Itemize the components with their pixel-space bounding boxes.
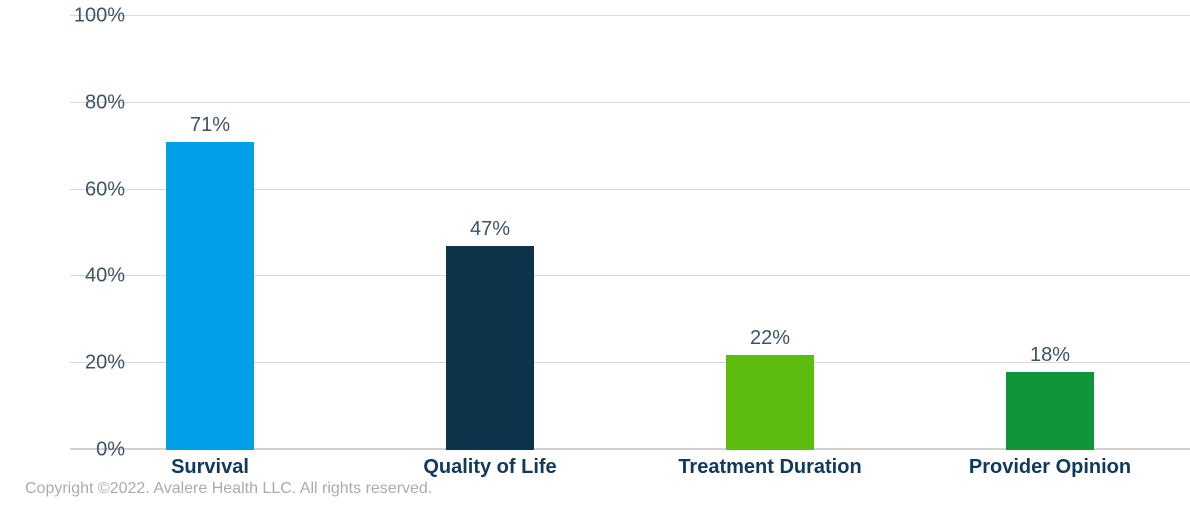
bar-column: 18% Provider Opinion xyxy=(910,16,1190,477)
y-axis-tick-label: 0% xyxy=(96,438,125,461)
copyright-text: Copyright ©2022. Avalere Health LLC. All… xyxy=(25,480,433,497)
gridline xyxy=(70,15,1190,16)
bar-column: 22% Treatment Duration xyxy=(630,16,910,477)
y-axis-tick-label: 80% xyxy=(84,91,125,114)
bar-column: 47% Quality of Life xyxy=(350,16,630,477)
x-axis-baseline xyxy=(70,448,1190,450)
bar-value-label: 18% xyxy=(1029,343,1071,366)
category-label: Treatment Duration xyxy=(678,456,862,478)
gridline xyxy=(70,188,1190,190)
category-label: Quality of Life xyxy=(423,456,557,478)
bar-provider-opinion xyxy=(1006,371,1094,450)
gridline xyxy=(70,275,1190,277)
bar-quality-of-life xyxy=(446,246,534,450)
bar-column: 71% Survival xyxy=(70,16,350,477)
bars-container: 71% Survival 47% Quality of Life 22% Treatmen… xyxy=(70,16,1190,477)
bar-value-label: 71% xyxy=(189,113,231,136)
category-label: Provider Opinion xyxy=(968,456,1132,478)
bar-treatment-duration xyxy=(726,354,814,450)
plot-area: 0% 20% 40% 60% 80% 100% 71% Survival 47% Quality … xyxy=(70,5,1190,477)
y-axis-tick-label: 20% xyxy=(84,351,125,374)
category-label: Survival xyxy=(171,456,249,478)
gridline xyxy=(70,362,1190,364)
gridline xyxy=(70,101,1190,103)
y-axis-tick-label: 40% xyxy=(84,264,125,287)
bar-value-label: 47% xyxy=(469,218,511,241)
bar-value-label: 22% xyxy=(749,326,791,349)
y-axis-tick-label: 100% xyxy=(73,4,125,27)
bar-survival xyxy=(166,141,254,450)
y-axis-tick-label: 60% xyxy=(84,178,125,201)
